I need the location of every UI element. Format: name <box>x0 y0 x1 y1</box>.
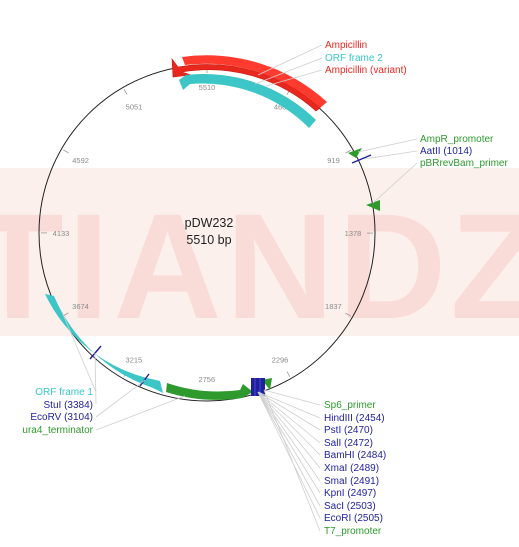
leader-ecori <box>257 391 321 519</box>
ampr-promoter-arrow[interactable] <box>348 148 362 158</box>
stui-site-marker[interactable] <box>89 345 102 360</box>
label-psti[interactable]: PstI (2470) <box>324 425 373 436</box>
label-pbrrevbam-primer[interactable]: pBRrevBam_primer <box>420 158 508 169</box>
label-smai[interactable]: SmaI (2491) <box>324 476 379 487</box>
label-ampicillin-variant[interactable]: Ampicillin (variant) <box>325 65 407 76</box>
tick-mark <box>345 149 351 154</box>
tick-mark <box>123 89 128 95</box>
label-orf-frame-1[interactable]: ORF frame 1 <box>35 387 93 398</box>
tick-label: 3215 <box>126 355 143 364</box>
leader-ampicillin-variant <box>265 69 323 87</box>
leader-t7 <box>263 389 321 532</box>
leader-ampicillin <box>257 44 323 76</box>
leader-ura4 <box>95 395 186 431</box>
plasmid-size: 5510 bp <box>186 233 231 247</box>
watermark-band <box>0 168 519 336</box>
label-stui[interactable]: StuI (3384) <box>44 400 93 411</box>
label-t7-promoter[interactable]: T7_promoter <box>324 526 382 537</box>
label-ecori[interactable]: EcoRI (2505) <box>324 513 383 524</box>
leader-sp6 <box>263 389 321 406</box>
tick-label: 4133 <box>53 229 70 238</box>
pbrrevbam-primer-arrow[interactable] <box>366 200 380 211</box>
leader-kpni <box>257 391 321 494</box>
leader-ecorv <box>95 379 146 418</box>
label-bamhi[interactable]: BamHI (2484) <box>324 450 386 461</box>
tick-label: 1378 <box>345 229 362 238</box>
leader-aatii <box>363 150 418 160</box>
tick-mark <box>286 371 291 377</box>
leader-stui <box>94 352 97 405</box>
label-ecorv[interactable]: EcoRV (3104) <box>30 412 93 423</box>
leader-saci <box>257 391 321 507</box>
restriction-sites <box>89 154 372 396</box>
ura4-terminator-arc[interactable] <box>166 383 253 400</box>
orf-frame-2-arc[interactable] <box>179 74 316 128</box>
leader-smai <box>257 391 321 482</box>
tick-label: 2756 <box>198 375 215 384</box>
label-xmai[interactable]: XmaI (2489) <box>324 463 379 474</box>
tick-label: 460 <box>274 103 287 112</box>
mcs-cluster-marker[interactable] <box>251 378 265 396</box>
ampicillin-arc[interactable] <box>171 58 321 112</box>
tick-label: 3674 <box>72 302 89 311</box>
leader-hindiii <box>257 391 321 419</box>
leader-psti <box>257 391 321 431</box>
watermark: TIANDZ <box>0 168 519 350</box>
leader-pbrrevbam <box>372 162 418 204</box>
leader-xmai <box>257 391 321 469</box>
label-kpni[interactable]: KpnI (2497) <box>324 488 376 499</box>
tick-mark <box>63 149 69 154</box>
label-ura4-terminator[interactable]: ura4_terminator <box>22 425 93 436</box>
tick-label: 5510 <box>199 83 216 92</box>
label-orf-frame-2[interactable]: ORF frame 2 <box>325 53 383 64</box>
tick-mark <box>345 312 351 317</box>
ampicillin-variant-arc[interactable] <box>182 55 327 108</box>
leader-orf-frame-1 <box>61 311 97 393</box>
tick-label: 4592 <box>72 156 89 165</box>
leader-bamhi <box>257 391 321 456</box>
plasmid-name: pDW232 <box>185 216 234 230</box>
aatii-site-marker[interactable] <box>351 154 372 164</box>
label-aatii[interactable]: AatII (1014) <box>420 146 472 157</box>
tick-label: 1837 <box>325 302 342 311</box>
label-ampicillin[interactable]: Ampicillin <box>325 40 367 51</box>
label-sp6-primer[interactable]: Sp6_primer <box>324 400 376 411</box>
tick-label: 2296 <box>272 356 289 365</box>
tick-label: 919 <box>327 156 340 165</box>
tick-mark <box>63 312 69 317</box>
leader-sali <box>257 391 321 444</box>
watermark-text: TIANDZ <box>0 182 519 350</box>
leader-lines <box>61 44 418 532</box>
orf-frame-1-arc[interactable] <box>45 294 163 393</box>
label-hindiii[interactable]: HindIII (2454) <box>324 413 385 424</box>
leader-orf-frame-2 <box>254 57 323 85</box>
leader-ampr-promoter <box>357 138 418 153</box>
tick-label: 5051 <box>126 103 143 112</box>
label-saci[interactable]: SacI (2503) <box>324 501 376 512</box>
label-sali[interactable]: SalI (2472) <box>324 438 373 449</box>
label-ampr-promoter[interactable]: AmpR_promoter <box>420 134 494 145</box>
feature-arcs <box>45 55 380 400</box>
